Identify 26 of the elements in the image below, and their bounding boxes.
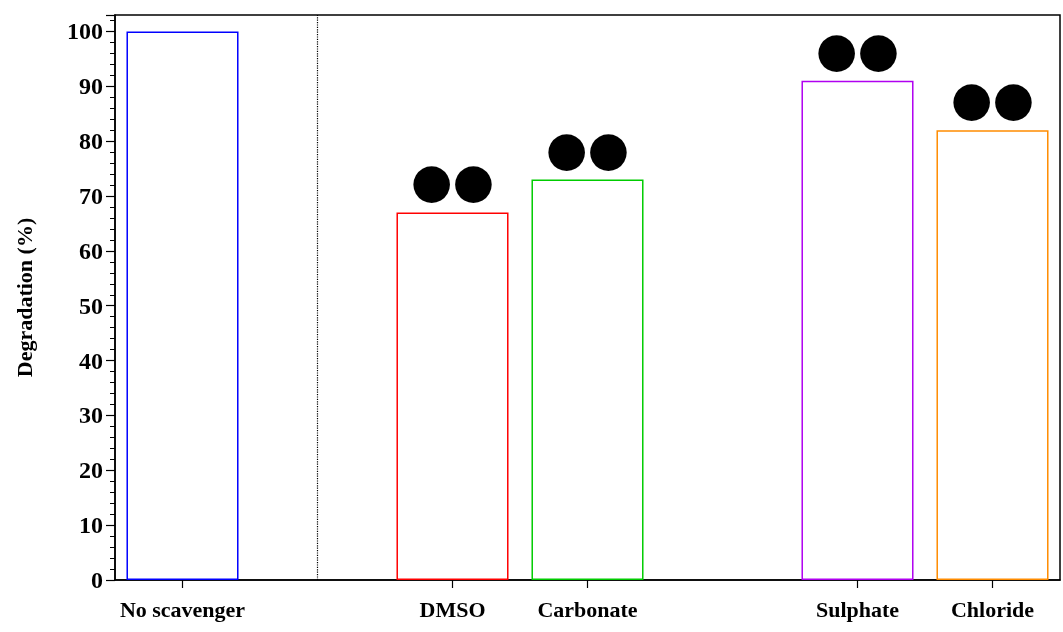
annotation: ●● — [950, 70, 1035, 127]
annotation: ●● — [815, 20, 900, 77]
y-tick-label: 100 — [67, 18, 103, 45]
bar — [801, 80, 914, 580]
y-tick-label: 90 — [79, 73, 103, 100]
y-tick-label: 50 — [79, 292, 103, 319]
x-tick-label: DMSO — [419, 596, 486, 622]
y-tick-label: 20 — [79, 457, 103, 484]
x-tick-label: Carbonate — [537, 596, 638, 622]
bar — [936, 130, 1049, 580]
bar — [126, 31, 239, 580]
y-tick-label: 40 — [79, 347, 103, 374]
y-axis-title: Degradation (%) — [11, 217, 37, 378]
y-tick-label: 30 — [79, 402, 103, 429]
y-tick-label: 60 — [79, 237, 103, 264]
y-tick-label: 0 — [91, 567, 103, 593]
annotation: ●● — [545, 119, 630, 176]
y-tick-label: 70 — [79, 183, 103, 210]
x-tick-label: Chloride — [950, 596, 1035, 622]
annotation: ●● — [410, 152, 495, 209]
bar — [396, 212, 509, 580]
y-tick-label: 80 — [79, 128, 103, 155]
bar — [531, 179, 644, 580]
x-tick-label: No scavenger — [119, 596, 246, 622]
x-tick-label: Sulphate — [815, 596, 900, 622]
y-tick-label: 10 — [79, 512, 103, 539]
